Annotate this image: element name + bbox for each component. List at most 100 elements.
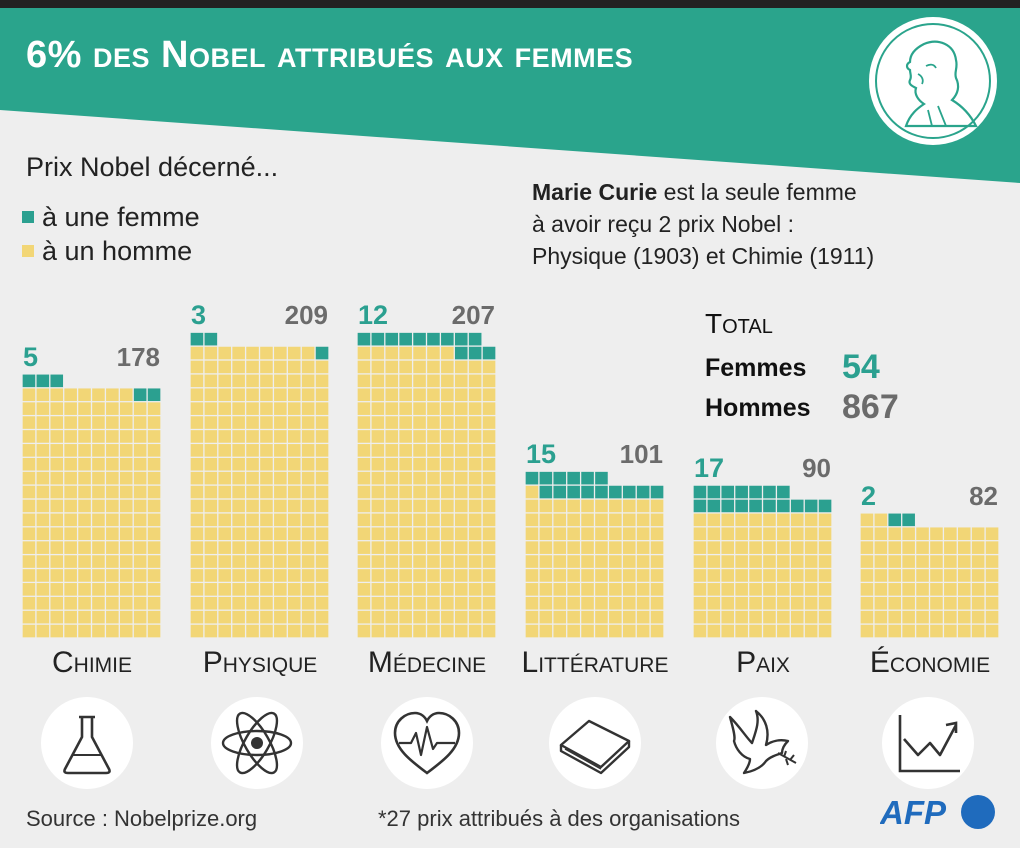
waffle-square-men (133, 555, 147, 568)
waffle-square-men (581, 569, 594, 582)
waffle-square-men (78, 569, 91, 582)
waffle-square-men (133, 513, 147, 527)
waffle-square-men (818, 610, 832, 624)
waffle-square-men (930, 555, 943, 568)
waffle-square-men (92, 457, 105, 471)
waffle-square-men (78, 583, 91, 596)
waffle-square-men (735, 569, 748, 582)
waffle-square-women (693, 499, 707, 513)
waffle-square-men (985, 583, 999, 596)
waffle-square-men (287, 569, 301, 582)
waffle-square-men (413, 499, 426, 513)
waffle-square-men (441, 346, 454, 360)
waffle-square-men (454, 624, 468, 638)
waffle-square-men (218, 346, 232, 360)
waffle-square-men (763, 596, 776, 610)
waffle-square-men (399, 610, 412, 624)
waffle-square-men (735, 527, 748, 541)
waffle-square-men (106, 527, 119, 541)
waffle-square-men (957, 541, 971, 554)
waffle-square-men (482, 541, 496, 554)
waffle-square-men (106, 499, 119, 513)
waffle-square-men (385, 430, 399, 443)
waffle-square-men (650, 583, 664, 596)
waffle-square-men (204, 402, 218, 415)
waffle-square-men (64, 499, 77, 513)
waffle-square-men (190, 527, 204, 541)
data-label-women: 17 (694, 453, 724, 483)
waffle-square-men (916, 624, 929, 638)
waffle-square-men (553, 527, 567, 541)
waffle-square-men (50, 430, 64, 443)
waffle-square-men (218, 388, 232, 402)
waffle-square-men (916, 583, 929, 596)
waffle-square-women (721, 499, 735, 513)
waffle-square-men (246, 583, 259, 596)
waffle-square-men (804, 541, 818, 554)
waffle-square-men (441, 457, 454, 471)
waffle-square-men (78, 416, 91, 429)
waffle-square-men (246, 527, 259, 541)
waffle-square-men (36, 596, 50, 610)
waffle-square-men (609, 569, 622, 582)
waffle-square-men (860, 569, 874, 582)
waffle-square-men (609, 555, 622, 568)
waffle-square-men (399, 471, 412, 485)
waffle-square-men (36, 569, 50, 582)
waffle-square-men (147, 527, 161, 541)
waffle-square-men (804, 596, 818, 610)
waffle-square-men (371, 596, 385, 610)
waffle-square-men (818, 541, 832, 554)
waffle-square-men (553, 624, 567, 638)
waffle-square-men (204, 430, 218, 443)
waffle-square-men (874, 541, 888, 554)
flask-icon (63, 715, 111, 775)
waffle-square-men (427, 416, 440, 429)
waffle-square-men (78, 596, 91, 610)
waffle-square-men (763, 541, 776, 554)
waffle-square-men (119, 388, 133, 402)
waffle-square-men (482, 416, 496, 429)
waffle-square-men (595, 499, 608, 513)
waffle-square-men (315, 402, 329, 415)
waffle-square-women (721, 485, 735, 499)
waffle-square-men (427, 596, 440, 610)
waffle-square-men (553, 541, 567, 554)
waffle-square-men (553, 610, 567, 624)
waffle-square-men (78, 624, 91, 638)
waffle-square-men (693, 555, 707, 568)
waffle-square-men (790, 555, 804, 568)
waffle-square-men (315, 583, 329, 596)
waffle-square-men (427, 360, 440, 374)
waffle-square-men (92, 610, 105, 624)
waffle-square-men (64, 596, 77, 610)
waffle-square-men (609, 527, 622, 541)
waffle-square-men (399, 402, 412, 415)
waffle-square-women (595, 485, 608, 499)
waffle-square-men (818, 513, 832, 527)
waffle-square-men (860, 610, 874, 624)
waffle-square-men (147, 485, 161, 499)
waffle-square-men (930, 583, 943, 596)
waffle-square-men (50, 485, 64, 499)
waffle-square-men (301, 346, 315, 360)
waffle-square-men (64, 583, 77, 596)
waffle-square-men (274, 360, 287, 374)
waffle-square-men (454, 360, 468, 374)
waffle-square-men (78, 388, 91, 402)
waffle-square-women (553, 485, 567, 499)
waffle-square-men (427, 388, 440, 402)
waffle-square-men (92, 402, 105, 415)
waffle-square-men (274, 444, 287, 457)
waffle-square-men (482, 457, 496, 471)
data-label-women: 15 (526, 439, 556, 469)
waffle-square-men (147, 610, 161, 624)
waffle-square-men (260, 499, 273, 513)
waffle-square-men (693, 527, 707, 541)
waffle-square-men (636, 555, 650, 568)
waffle-square-men (274, 527, 287, 541)
waffle-square-men (902, 596, 915, 610)
economics-icon-badge (882, 697, 974, 789)
waffle-square-men (385, 444, 399, 457)
